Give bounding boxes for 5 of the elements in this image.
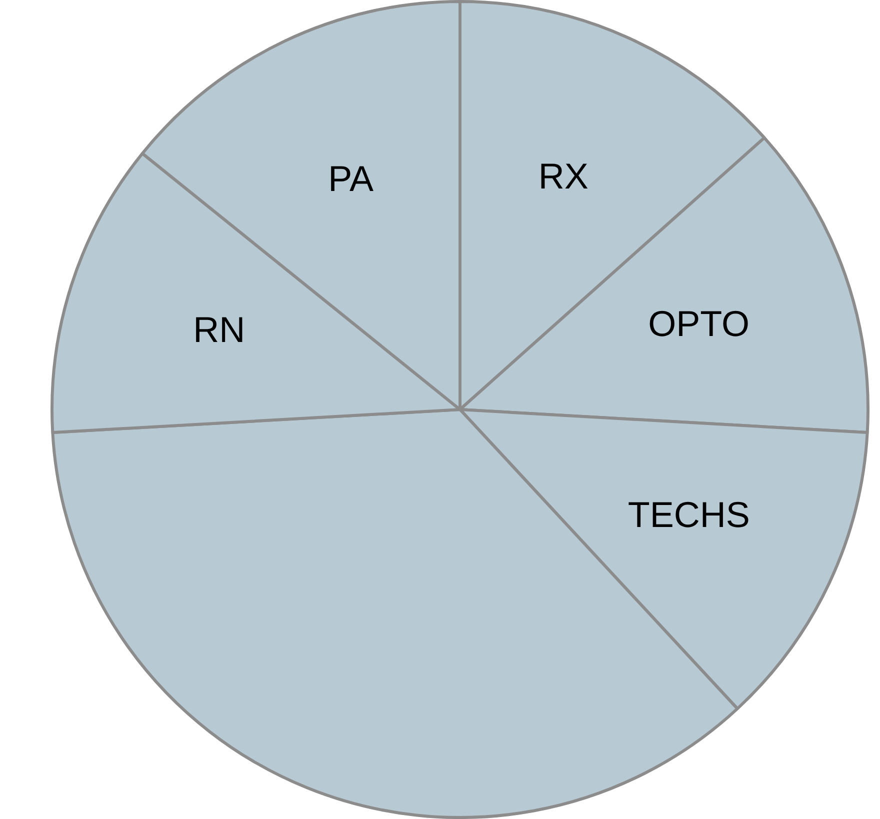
slice-label: OPTO: [648, 302, 750, 344]
slice-label: RX: [538, 156, 588, 197]
slice-label: PA: [328, 158, 374, 200]
slice-label: RN: [193, 309, 246, 350]
slice-label: TECHS: [628, 494, 750, 536]
